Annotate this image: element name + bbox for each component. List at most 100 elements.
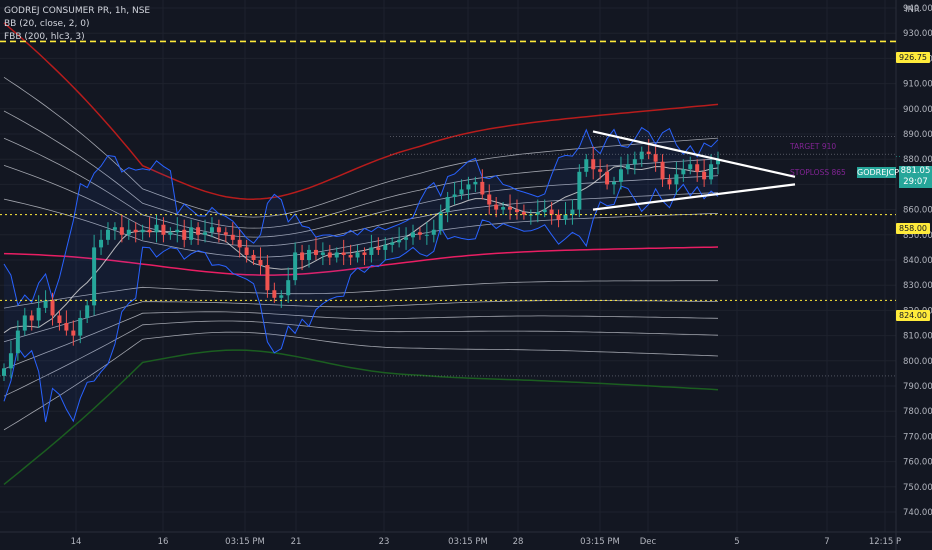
fib-lower-band <box>3 280 718 309</box>
fib-upper-band <box>3 76 719 218</box>
candle-body <box>175 229 180 233</box>
fbb-indicator-label[interactable]: FBB (200, hlc3, 3) <box>4 32 85 42</box>
candle-body <box>341 252 346 255</box>
price-tick-label: 740.00 <box>903 508 932 518</box>
symbol-title: GODREJ CONSUMER PR, 1h, NSE <box>4 6 151 16</box>
candle-body <box>272 290 277 298</box>
candle-body <box>85 305 90 318</box>
level-858-price-tag: 858.00 <box>896 223 930 234</box>
candle-body <box>196 227 201 235</box>
candle-body <box>43 300 48 308</box>
candle-body <box>431 229 436 235</box>
candle-body <box>286 280 291 296</box>
candle-body <box>237 239 242 248</box>
bb-lower <box>3 183 719 423</box>
candle-body <box>334 252 339 258</box>
price-tick-label: 890.00 <box>903 130 932 140</box>
price-tick-label: 810.00 <box>903 332 932 342</box>
candle-body <box>2 368 6 376</box>
candle-body <box>542 209 547 213</box>
candle-body <box>716 159 720 165</box>
bb-basis <box>3 165 719 334</box>
candle-body <box>279 295 284 298</box>
candle-body <box>119 227 124 235</box>
candle-body <box>362 252 367 255</box>
triangle-upper-trendline <box>592 130 796 178</box>
fib-lower-band <box>3 300 719 343</box>
candle-body <box>445 197 450 213</box>
candle-body <box>459 189 464 195</box>
candle-body <box>112 227 117 230</box>
candle-body <box>71 330 76 336</box>
candle-body <box>709 164 714 180</box>
candle-body <box>625 164 630 170</box>
candle-body <box>452 194 457 197</box>
candle-body <box>591 159 596 170</box>
candle-body <box>265 265 270 291</box>
candle-body <box>189 227 194 240</box>
price-tick-label: 910.00 <box>903 80 932 90</box>
candle-body <box>168 232 173 235</box>
candle-body <box>695 164 700 172</box>
candle-body <box>251 254 256 260</box>
bar-countdown: 29:07 <box>903 177 928 187</box>
fib-upper-band <box>3 165 719 247</box>
candle-body <box>57 315 62 323</box>
triangle-lower-trendline <box>592 183 796 211</box>
price-tick-label: 880.00 <box>903 155 932 165</box>
candle-body <box>681 169 686 175</box>
candle-body <box>8 353 13 369</box>
candle-body <box>535 212 540 215</box>
candle-body <box>514 209 519 213</box>
candle-body <box>369 247 374 255</box>
candle-body <box>702 171 707 180</box>
candle-body <box>92 247 97 306</box>
candle-body <box>501 207 506 210</box>
price-tick-label: 800.00 <box>903 357 932 367</box>
candle-body <box>653 154 658 162</box>
fib-lower-band <box>3 331 719 431</box>
candle-body <box>78 317 83 336</box>
time-tick-label: 03:15 PM <box>448 537 488 547</box>
time-tick-label: 03:15 PM <box>580 537 620 547</box>
candle-body <box>521 212 526 215</box>
candle-body <box>50 300 55 316</box>
current-price-tag: 881.05 29:07 <box>899 166 932 188</box>
level-824-price-tag: 824.00 <box>896 310 930 321</box>
candle-body <box>674 174 679 185</box>
price-tick-label: 830.00 <box>903 281 932 291</box>
candle-body <box>404 237 409 240</box>
price-tick-label: 760.00 <box>903 458 932 468</box>
candle-body <box>494 204 499 210</box>
candle-body <box>64 323 69 331</box>
fib-upper-band <box>3 110 719 229</box>
candle-body <box>487 194 492 205</box>
candle-body <box>154 224 159 233</box>
candle-body <box>258 260 263 266</box>
candle-body <box>293 252 298 281</box>
candle-body <box>397 239 402 243</box>
bb-indicator-label[interactable]: BB (20, close, 2, 0) <box>4 19 90 29</box>
candle-body <box>466 184 471 190</box>
symbol-price-tag: GODREJCP <box>857 167 900 178</box>
candle-body <box>556 214 561 220</box>
candle-body <box>549 209 554 215</box>
time-tick-label: Dec <box>640 537 657 547</box>
candle-body <box>612 181 617 185</box>
current-price: 881.05 <box>900 166 931 176</box>
candle-body <box>307 249 312 260</box>
stoploss-annotation: STOPLOSS 865 <box>790 168 846 177</box>
candle-body <box>417 232 422 235</box>
candle-body <box>639 151 644 160</box>
price-tick-label: 840.00 <box>903 256 932 266</box>
candle-body <box>598 169 603 172</box>
time-tick-label: 03:15 PM <box>225 537 265 547</box>
fbb-lower-band <box>3 349 719 485</box>
candle-body <box>424 234 429 236</box>
price-tick-label: 780.00 <box>903 407 932 417</box>
candle-body <box>327 252 332 258</box>
candle-body <box>223 232 228 235</box>
price-tick-label: 860.00 <box>903 206 932 216</box>
price-tick-label: 930.00 <box>903 29 932 39</box>
